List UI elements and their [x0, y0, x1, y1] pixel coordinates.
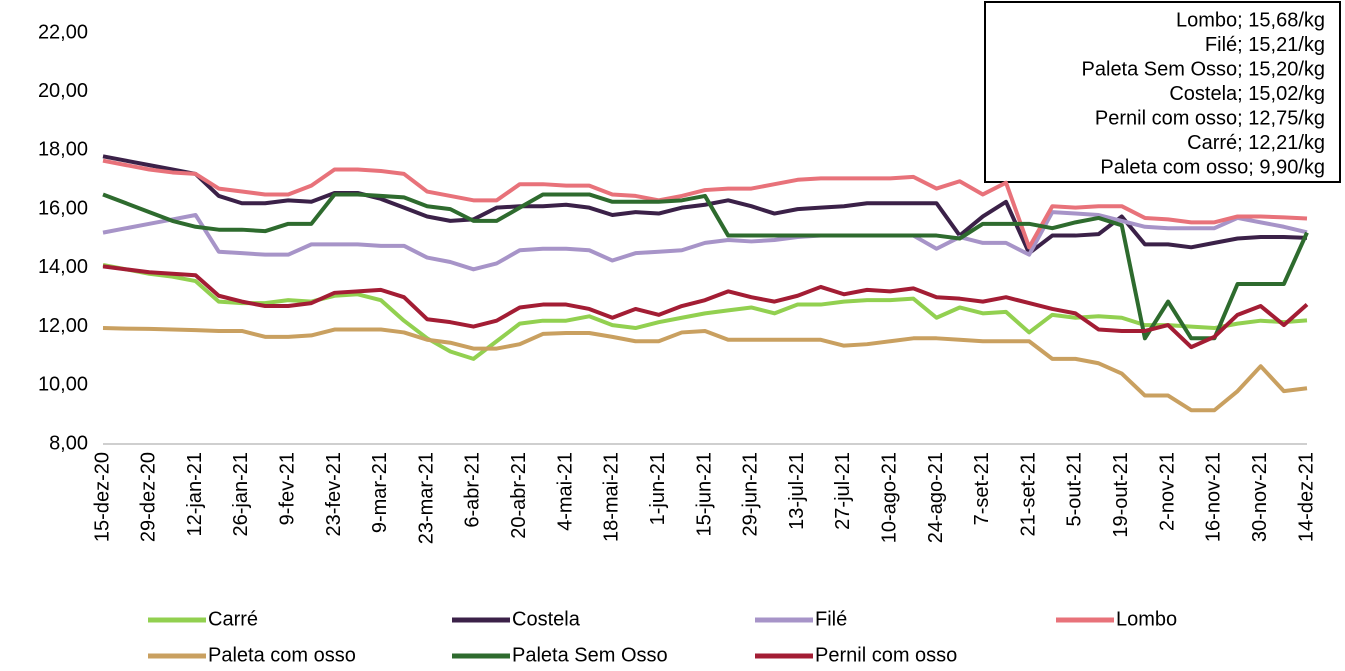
annotation-text: Paleta Sem Osso; 15,20/kg: [1082, 58, 1325, 80]
y-tick-label: 16,00: [38, 197, 88, 219]
x-tick-label: 7-set-21: [971, 452, 993, 525]
annotation-text: Pernil com osso; 12,75/kg: [1095, 107, 1325, 129]
series-line: [102, 326, 1308, 413]
legend-label: Filé: [815, 608, 847, 630]
legend-label: Paleta Sem Osso: [512, 644, 668, 666]
x-tick-label: 24-ago-21: [925, 452, 947, 543]
legend-label: Costela: [512, 608, 581, 630]
x-tick-label: 6-abr-21: [462, 452, 484, 528]
x-tick-label: 16-nov-21: [1203, 452, 1225, 542]
x-tick-label: 18-mai-21: [601, 452, 623, 542]
x-tick-label: 23-mar-21: [415, 452, 437, 544]
x-tick-label: 12-jan-21: [184, 452, 206, 537]
x-tick-label: 21-set-21: [1017, 452, 1039, 537]
series-line: [102, 154, 1308, 256]
x-tick-label: 29-jun-21: [740, 452, 762, 537]
legend-label: Lombo: [1116, 608, 1177, 630]
annotation-text: Paleta com osso; 9,90/kg: [1100, 156, 1325, 178]
y-tick-label: 12,00: [38, 315, 88, 337]
annotation-text: Lombo; 15,68/kg: [1176, 9, 1325, 31]
y-tick-label: 14,00: [38, 256, 88, 278]
y-tick-label: 8,00: [49, 432, 88, 454]
x-tick-label: 15-dez-20: [91, 452, 113, 542]
series-line: [102, 210, 1308, 272]
series-line: [102, 262, 1308, 361]
x-tick-label: 9-fev-21: [277, 452, 299, 525]
x-tick-label: 19-out-21: [1110, 452, 1132, 538]
series-line: [102, 192, 1309, 341]
x-tick-label: 2-nov-21: [1156, 452, 1178, 531]
annotation-text: Filé; 15,21/kg: [1205, 34, 1325, 56]
x-tick-label: 27-jul-21: [832, 452, 854, 530]
x-tick-label: 20-abr-21: [508, 452, 530, 539]
series-line: [102, 264, 1309, 350]
x-tick-label: 15-jun-21: [693, 452, 715, 537]
legend-label: Paleta com osso: [208, 644, 356, 666]
annotation-text: Costela; 15,02/kg: [1169, 83, 1325, 105]
y-tick-label: 20,00: [38, 80, 88, 102]
y-tick-label: 10,00: [38, 374, 88, 396]
annotation-text: Carré; 12,21/kg: [1187, 132, 1325, 154]
annotation-box: [984, 1, 1341, 183]
y-tick-label: 18,00: [38, 139, 88, 161]
legend-label: Carré: [208, 608, 258, 630]
x-tick-label: 10-ago-21: [879, 452, 901, 543]
x-tick-label: 26-jan-21: [230, 452, 252, 537]
x-tick-label: 5-out-21: [1064, 452, 1086, 527]
x-tick-label: 4-mai-21: [554, 452, 576, 531]
x-tick-label: 1-jun-21: [647, 452, 669, 525]
x-tick-label: 29-dez-20: [138, 452, 160, 542]
x-tick-label: 14-dez-21: [1295, 452, 1317, 542]
x-tick-label: 13-jul-21: [786, 452, 808, 530]
x-tick-label: 9-mar-21: [369, 452, 391, 533]
y-tick-label: 22,00: [38, 21, 88, 43]
x-tick-label: 23-fev-21: [323, 452, 345, 537]
series-line: [102, 158, 1308, 250]
legend-label: Pernil com osso: [815, 644, 957, 666]
x-tick-label: 30-nov-21: [1249, 452, 1271, 542]
